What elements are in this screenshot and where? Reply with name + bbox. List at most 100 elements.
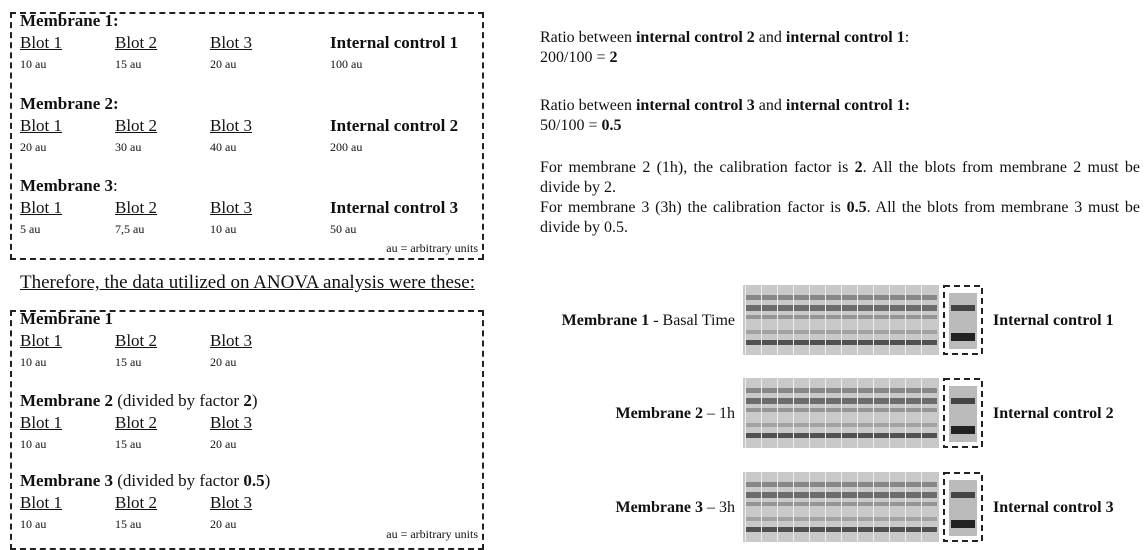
text-segment: internal control 3 bbox=[636, 97, 755, 114]
text-segment: – 1h bbox=[703, 405, 735, 422]
text-segment: 2 bbox=[855, 159, 863, 176]
membrane-title: Membrane 3 (divided by factor 0.5) bbox=[20, 471, 270, 491]
blot-header: Blot 2 bbox=[115, 493, 157, 513]
text-segment: 2 bbox=[609, 49, 617, 66]
text-segment: – 3h bbox=[703, 499, 735, 516]
blot-header: Blot 1 bbox=[20, 493, 62, 513]
text-segment: 200/100 = bbox=[540, 49, 609, 66]
value: 20 au bbox=[210, 517, 236, 532]
value: 20 au bbox=[20, 140, 46, 155]
text-segment: and bbox=[755, 29, 786, 46]
blot-header: Blot 3 bbox=[210, 493, 252, 513]
value: 50 au bbox=[330, 222, 356, 237]
value: 30 au bbox=[115, 140, 141, 155]
text-segment: internal control 1: bbox=[786, 97, 910, 114]
blot-header: Blot 3 bbox=[210, 331, 252, 351]
blot-header: Blot 2 bbox=[115, 331, 157, 351]
text-segment: and bbox=[755, 97, 786, 114]
text-segment: For membrane 3 (3h) the calibration fact… bbox=[540, 199, 847, 216]
text-segment: Ratio between bbox=[540, 29, 636, 46]
value: 15 au bbox=[115, 57, 141, 72]
text-segment: ) bbox=[252, 391, 258, 410]
value: 10 au bbox=[20, 517, 46, 532]
blot-header: Blot 1 bbox=[20, 116, 62, 136]
control-label: Internal control 1 bbox=[993, 312, 1114, 330]
text-segment: (divided by factor bbox=[113, 471, 243, 490]
value: 100 au bbox=[330, 57, 362, 72]
text-segment: Membrane 1 bbox=[562, 312, 650, 329]
value: 5 au bbox=[20, 222, 40, 237]
text-segment: Membrane 3 bbox=[20, 471, 113, 490]
control-header: Internal control 3 bbox=[330, 198, 458, 218]
text-segment: ) bbox=[265, 471, 271, 490]
explanation-line: 200/100 = 2 bbox=[540, 48, 1140, 68]
control-label: Internal control 2 bbox=[993, 405, 1114, 423]
value: 20 au bbox=[210, 355, 236, 370]
blot-label: Membrane 1 - Basal Time bbox=[562, 312, 735, 330]
text-segment: Ratio between bbox=[540, 97, 636, 114]
value: 10 au bbox=[20, 437, 46, 452]
value: 15 au bbox=[115, 437, 141, 452]
value: 10 au bbox=[20, 57, 46, 72]
text-segment: : bbox=[113, 176, 118, 195]
page: {"top_box":{"membranes":[ {"title":[{"te… bbox=[0, 0, 1145, 542]
blot-header: Blot 1 bbox=[20, 331, 62, 351]
text-segment: 0.5 bbox=[847, 199, 867, 216]
figure: Therefore, the data utilized on ANOVA an… bbox=[0, 0, 1145, 542]
blot-image bbox=[743, 378, 985, 448]
text-segment: internal control 2 bbox=[636, 29, 755, 46]
control-header: Internal control 2 bbox=[330, 116, 458, 136]
control-label: Internal control 3 bbox=[993, 499, 1114, 517]
membrane-title: Membrane 2: bbox=[20, 94, 119, 114]
text-segment: 0.5 bbox=[243, 471, 264, 490]
value: 20 au bbox=[210, 57, 236, 72]
blot-label: Membrane 2 – 1h bbox=[615, 405, 735, 423]
explanation-line: Ratio between internal control 3 and int… bbox=[540, 96, 1140, 116]
blot-header: Blot 2 bbox=[115, 198, 157, 218]
note: au = arbitrary units bbox=[386, 527, 478, 542]
value: 15 au bbox=[115, 355, 141, 370]
text-segment: (divided by factor bbox=[113, 391, 243, 410]
text-segment: 0.5 bbox=[601, 117, 621, 134]
blot-header: Blot 3 bbox=[210, 33, 252, 53]
text-segment: Membrane 2 bbox=[615, 405, 703, 422]
blot-header: Blot 2 bbox=[115, 413, 157, 433]
text-segment: - Basal Time bbox=[649, 312, 735, 329]
value: 20 au bbox=[210, 437, 236, 452]
blot-header: Blot 1 bbox=[20, 33, 62, 53]
control-header: Internal control 1 bbox=[330, 33, 458, 53]
note: au = arbitrary units bbox=[386, 241, 478, 256]
value: 40 au bbox=[210, 140, 236, 155]
text-segment: Membrane 2: bbox=[20, 94, 119, 113]
text-segment: 2 bbox=[243, 391, 252, 410]
blot-header: Blot 3 bbox=[210, 198, 252, 218]
blot-header: Blot 1 bbox=[20, 198, 62, 218]
text-segment: Membrane 3 bbox=[615, 499, 703, 516]
value: 10 au bbox=[20, 355, 46, 370]
explanation-line: Ratio between internal control 2 and int… bbox=[540, 28, 1140, 48]
text-segment: Membrane 2 bbox=[20, 391, 113, 410]
membrane-title: Membrane 2 (divided by factor 2) bbox=[20, 391, 257, 411]
text-segment: Membrane 1 bbox=[20, 309, 113, 328]
blot-header: Blot 1 bbox=[20, 413, 62, 433]
explanation-line: For membrane 3 (3h) the calibration fact… bbox=[540, 198, 1140, 238]
text-segment: internal control 1 bbox=[786, 29, 905, 46]
membrane-title: Membrane 1 bbox=[20, 309, 113, 329]
membrane-title: Membrane 1: bbox=[20, 11, 119, 31]
blot-header: Blot 2 bbox=[115, 33, 157, 53]
blot-header: Blot 3 bbox=[210, 413, 252, 433]
text-segment: : bbox=[905, 29, 909, 46]
membrane-title: Membrane 3: bbox=[20, 176, 118, 196]
blot-image bbox=[743, 472, 985, 542]
value: 7,5 au bbox=[115, 222, 144, 237]
blot-header: Blot 3 bbox=[210, 116, 252, 136]
blot-label: Membrane 3 – 3h bbox=[615, 499, 735, 517]
text-segment: For membrane 2 (1h), the calibration fac… bbox=[540, 159, 855, 176]
value: 200 au bbox=[330, 140, 362, 155]
explanation-line: 50/100 = 0.5 bbox=[540, 116, 1140, 136]
text-segment: 50/100 = bbox=[540, 117, 601, 134]
text-segment: Membrane 3 bbox=[20, 176, 113, 195]
blot-header: Blot 2 bbox=[115, 116, 157, 136]
value: 15 au bbox=[115, 517, 141, 532]
text-segment: Membrane 1: bbox=[20, 11, 119, 30]
